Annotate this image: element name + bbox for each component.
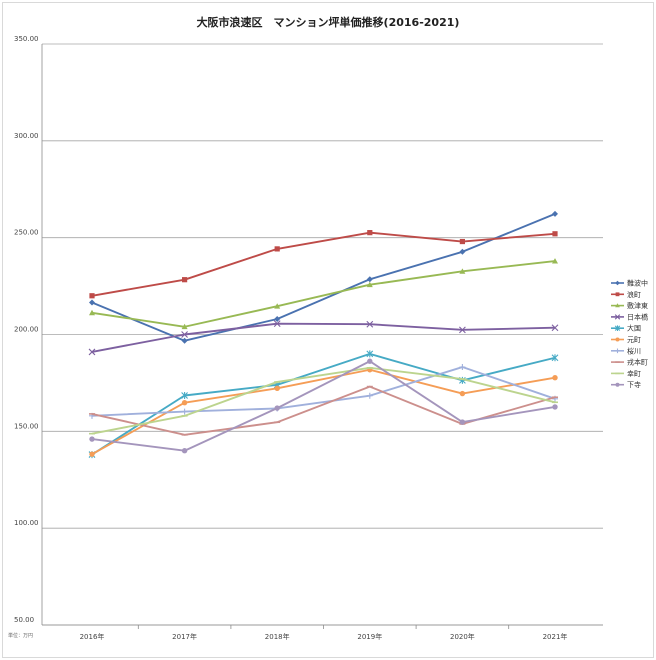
series-line <box>91 352 556 456</box>
data-point <box>614 325 621 331</box>
data-point <box>367 230 373 236</box>
x-tick-label: 2020年 <box>450 632 475 641</box>
data-point <box>89 436 95 442</box>
x-tick-label: 2017年 <box>172 632 197 641</box>
data-point <box>615 337 620 342</box>
series-line <box>91 360 556 452</box>
data-point <box>459 248 466 255</box>
data-point <box>615 292 620 297</box>
data-point <box>367 358 373 364</box>
legend-label: 浪町 <box>627 290 641 299</box>
data-point <box>88 348 96 356</box>
y-tick-label: 200.00 <box>14 326 39 334</box>
data-point <box>552 210 558 217</box>
data-point <box>551 324 559 332</box>
chart-title: 大阪市浪速区 マンション坪単価推移(2016-2021) <box>196 16 460 29</box>
x-tick-label: 2019年 <box>357 632 382 641</box>
data-point <box>181 331 188 338</box>
legend-label: 下寺 <box>627 381 641 389</box>
legend-label: 敷津東 <box>627 301 648 310</box>
data-point <box>181 337 188 344</box>
data-point <box>274 405 280 411</box>
data-point <box>615 303 620 308</box>
data-point <box>615 382 620 387</box>
data-point <box>366 392 373 399</box>
data-point <box>366 281 373 288</box>
y-tick-label: 250.00 <box>14 229 39 237</box>
x-tick-label: 2018年 <box>265 632 290 641</box>
data-point <box>459 326 466 334</box>
data-point <box>552 258 558 264</box>
data-point <box>615 348 620 354</box>
data-point <box>181 392 188 400</box>
x-tick-label: 2016年 <box>80 632 105 641</box>
data-point <box>614 314 621 320</box>
legend-label: 難波中 <box>627 279 648 288</box>
data-point <box>366 320 374 328</box>
data-point <box>89 451 95 457</box>
data-point <box>274 316 281 323</box>
data-point <box>552 231 558 237</box>
data-point <box>182 277 188 283</box>
data-point <box>459 364 466 371</box>
y-tick-label: 300.00 <box>14 132 39 140</box>
y-tick-label: 150.00 <box>14 422 39 430</box>
data-point <box>459 238 465 245</box>
data-point <box>89 309 95 316</box>
legend-label: 幸町 <box>627 370 641 378</box>
series-line <box>91 231 556 297</box>
legend-label: 戎本町 <box>627 358 648 367</box>
data-point <box>181 448 188 454</box>
data-point <box>181 408 188 415</box>
legend-label: 桜川 <box>627 346 641 355</box>
series-line <box>91 212 556 342</box>
data-point <box>615 280 620 286</box>
data-point <box>459 268 466 274</box>
legend-label: 日本橋 <box>627 312 648 321</box>
series-line <box>91 366 556 417</box>
legend-label: 元町 <box>627 336 641 344</box>
data-point <box>552 374 558 381</box>
data-point <box>459 419 466 425</box>
data-point <box>366 276 373 283</box>
data-point <box>274 385 280 392</box>
unit-note: 単位：万円 <box>8 632 33 639</box>
series-line <box>91 368 556 456</box>
y-tick-label: 50.00 <box>14 616 34 624</box>
series-line <box>91 322 556 353</box>
series-line <box>91 366 556 435</box>
data-point <box>366 350 374 358</box>
data-point <box>274 303 281 309</box>
y-tick-label: 100.00 <box>14 519 39 527</box>
y-tick-label: 350.00 <box>14 35 39 43</box>
data-point <box>89 293 95 299</box>
data-point <box>274 246 280 252</box>
legend-label: 大国 <box>627 324 641 333</box>
data-point <box>552 404 558 410</box>
data-point <box>89 299 95 306</box>
data-point <box>459 390 466 397</box>
data-point <box>181 323 188 330</box>
series-line <box>91 260 556 328</box>
data-point <box>181 399 188 406</box>
data-point <box>273 320 281 328</box>
x-tick-label: 2021年 <box>543 632 568 641</box>
data-point <box>551 354 559 362</box>
